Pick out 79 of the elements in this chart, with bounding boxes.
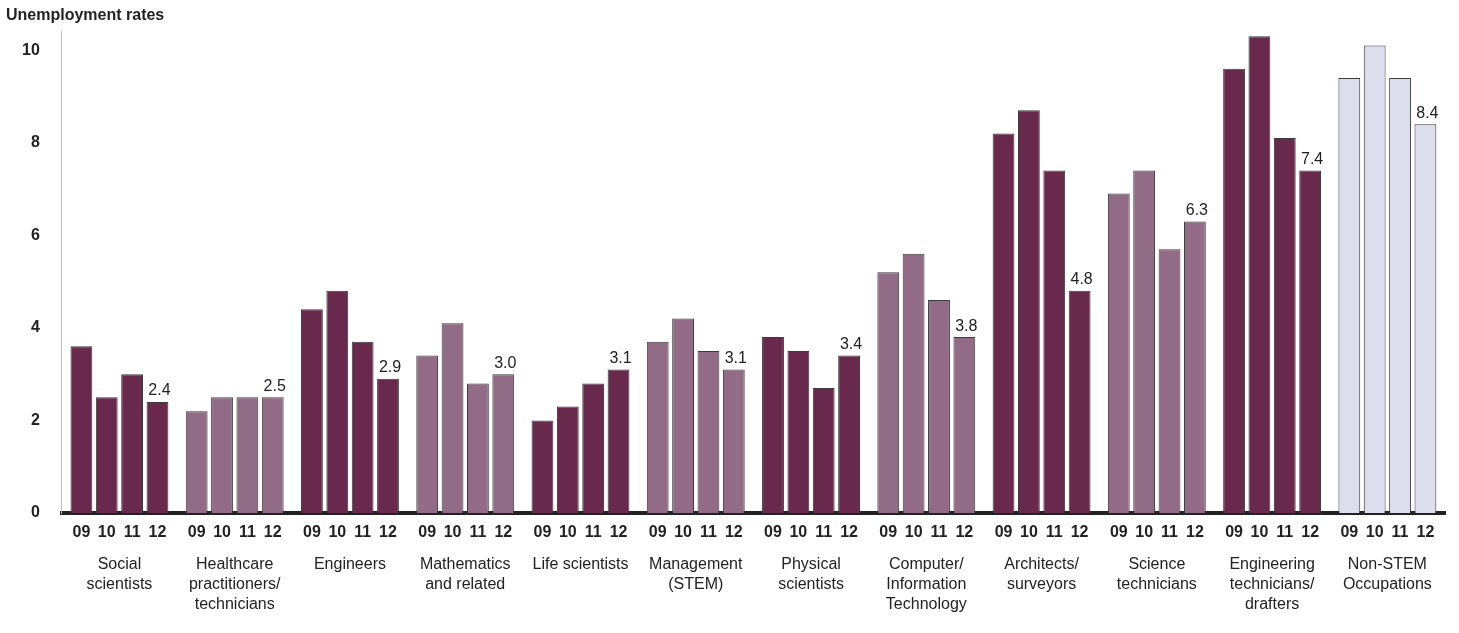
text: 11: [469, 523, 487, 541]
y-tick-label: 2: [30, 410, 40, 428]
text: 09: [1109, 523, 1128, 541]
data-label: 3.8: [955, 316, 978, 334]
text: 10: [1135, 523, 1154, 541]
data-label: 6.3: [1185, 200, 1209, 218]
text: 11: [815, 523, 833, 541]
text: 09: [187, 523, 206, 541]
text: 09: [648, 523, 667, 541]
y-tick-label: 6: [30, 225, 40, 243]
text: 11: [1161, 523, 1178, 541]
text: 10: [904, 523, 923, 541]
text: 12: [724, 523, 743, 541]
x-tick-label: Mathematics and related: [419, 555, 511, 593]
text: 10: [328, 523, 347, 541]
series-label: 11: [123, 523, 141, 541]
series-label: 09: [72, 523, 91, 541]
text: 11: [584, 523, 602, 541]
text: 10: [1250, 523, 1269, 541]
text: 11: [1045, 523, 1063, 541]
x-tick-label: Science technicians: [1116, 555, 1197, 593]
text: 09: [879, 523, 898, 541]
text: 12: [955, 523, 974, 541]
series-label: 12: [148, 523, 167, 541]
x-tick-label: Computer/ Information Technology: [885, 555, 967, 613]
y-tick-label: 8: [30, 133, 40, 151]
text: 12: [1185, 523, 1204, 541]
data-label: 8.4: [1416, 103, 1439, 121]
data-label: 7.4: [1301, 149, 1324, 167]
text: 10: [213, 523, 231, 541]
text: 11: [930, 523, 948, 541]
data-label: 2.9: [378, 358, 402, 376]
series-label: 10: [97, 523, 116, 541]
x-tick-label: Architects/ surveyors: [1004, 555, 1080, 593]
y-axis-title: Unemployment rates: [6, 6, 165, 24]
text: 09: [533, 523, 552, 541]
x-tick-label: Engineers: [313, 555, 386, 573]
text: 09: [1225, 523, 1243, 541]
text: 12: [1070, 523, 1089, 541]
text: 09: [303, 523, 321, 541]
data-label: 4.8: [1070, 270, 1093, 288]
text: 10: [558, 523, 577, 541]
data-label: 3.0: [494, 353, 517, 371]
x-tick-label: Life scientists: [532, 555, 629, 573]
text: 09: [764, 523, 782, 541]
text: 12: [1301, 523, 1320, 541]
y-tick-label: 4: [30, 318, 40, 336]
text: 12: [840, 523, 858, 541]
y-tick-label: 0: [30, 503, 40, 521]
data-label: 3.1: [609, 348, 632, 366]
y-tick-label: 10: [22, 40, 40, 58]
text: 12: [1416, 523, 1435, 541]
text: 11: [238, 523, 256, 541]
text: 09: [418, 523, 437, 541]
data-label: 3.1: [724, 348, 748, 366]
text: 11: [1391, 523, 1409, 541]
x-tick-label: Engineering technicians/ drafters: [1229, 555, 1315, 613]
text: 11: [354, 523, 372, 541]
text: 10: [789, 523, 808, 541]
data-label: 2.5: [263, 376, 286, 394]
text: 11: [699, 523, 717, 541]
text: 10: [674, 523, 692, 541]
x-tick-label: Social scientists: [86, 555, 153, 593]
x-tick-label: Non-STEM Occupations: [1342, 555, 1432, 593]
text: 09: [994, 523, 1013, 541]
text: 12: [379, 523, 397, 541]
text: 12: [263, 523, 282, 541]
x-tick-label: Healthcare practitioners/ technicians: [188, 555, 282, 613]
text: 10: [1365, 523, 1384, 541]
data-label: 2.4: [148, 381, 171, 399]
text: 09: [1340, 523, 1359, 541]
text: 12: [494, 523, 513, 541]
x-tick-label: Physical scientists: [778, 555, 844, 593]
text: 10: [1019, 523, 1038, 541]
text: 10: [443, 523, 462, 541]
text: 12: [609, 523, 628, 541]
x-tick-label: Management (STEM): [649, 555, 744, 593]
data-label: 3.4: [839, 335, 863, 353]
text: 11: [1276, 523, 1294, 541]
